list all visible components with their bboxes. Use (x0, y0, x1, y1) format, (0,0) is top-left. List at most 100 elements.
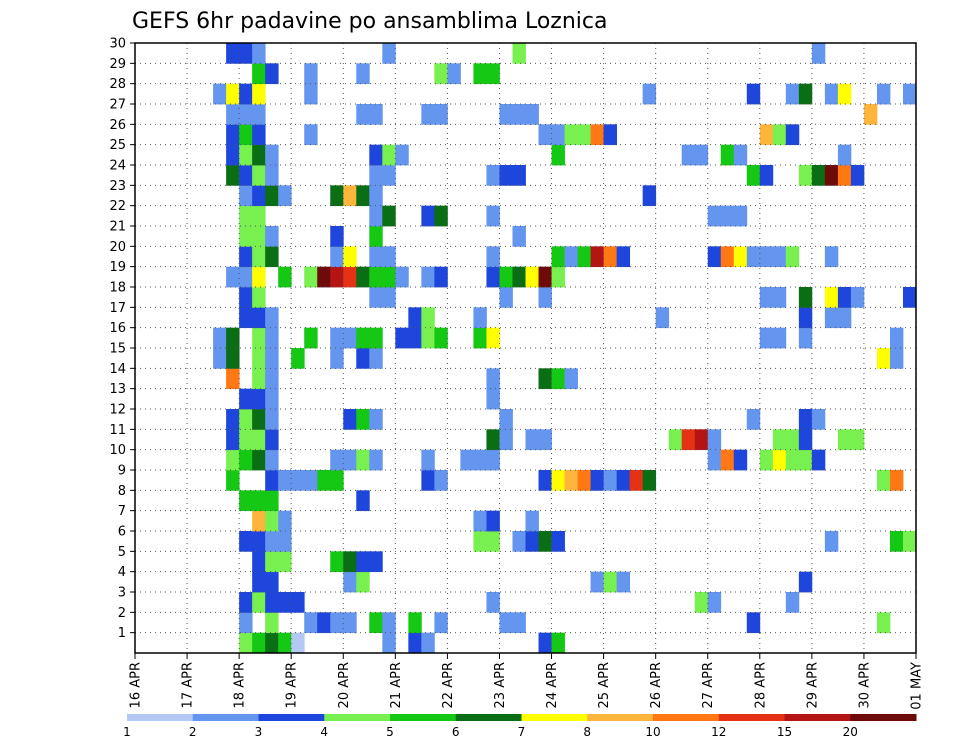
heatmap-cell (408, 327, 422, 349)
heatmap-cell (330, 246, 344, 268)
y-tick-label: 12 (109, 403, 126, 418)
heatmap-cell (798, 409, 813, 430)
heatmap-cell (343, 449, 357, 471)
heatmap-cell (486, 246, 500, 268)
heatmap-cell (239, 124, 253, 146)
heatmap-cell (434, 470, 448, 491)
heatmap-cell (616, 246, 631, 268)
colorbar-swatch (850, 714, 917, 721)
heatmap-cell (369, 165, 383, 186)
heatmap-cell (772, 287, 787, 308)
heatmap-cell (239, 449, 253, 471)
y-tick-label: 14 (109, 362, 126, 377)
heatmap-cell (252, 388, 266, 410)
y-tick-label: 13 (109, 382, 126, 397)
heatmap-cell (369, 104, 383, 125)
heatmap-cell (486, 368, 500, 390)
colorbar-label: 10 (645, 725, 660, 739)
heatmap-cell (486, 531, 500, 552)
heatmap-cell (473, 531, 487, 552)
heatmap-cell (577, 470, 591, 491)
heatmap-cell (226, 409, 240, 430)
heatmap-cell (356, 409, 370, 430)
heatmap-cell (213, 327, 227, 349)
heatmap-cell (252, 266, 266, 288)
heatmap-cell (759, 327, 774, 349)
heatmap-cell (226, 266, 240, 288)
heatmap-cell (512, 266, 526, 288)
y-tick-label: 20 (109, 240, 126, 255)
heatmap-cell (343, 571, 357, 593)
heatmap-cell (590, 571, 604, 593)
y-tick-label: 23 (109, 179, 126, 194)
heatmap-cell (226, 327, 240, 349)
x-tick-label: 18 APR (233, 662, 248, 708)
heatmap-cell (889, 348, 904, 369)
y-tick-label: 25 (109, 138, 126, 153)
heatmap-cell (265, 551, 279, 573)
heatmap-cell (252, 327, 266, 349)
heatmap-cell (239, 266, 253, 288)
heatmap-cell (746, 246, 761, 268)
heatmap-cell (356, 327, 370, 349)
heatmap-cell (382, 612, 396, 634)
heatmap-cell (265, 63, 279, 85)
heatmap-cell (512, 104, 526, 125)
heatmap-cell (590, 124, 604, 146)
heatmap-cell (252, 124, 266, 146)
colorbar-swatch (127, 714, 194, 721)
heatmap-cell (811, 43, 826, 64)
heatmap-cell (824, 165, 839, 186)
heatmap-cell (421, 327, 435, 349)
y-tick-label: 7 (118, 504, 126, 519)
heatmap-cell (785, 592, 800, 613)
colorbar-swatch (324, 714, 391, 721)
heatmap-cell (343, 246, 357, 268)
heatmap-cell (421, 632, 435, 654)
heatmap-cell (252, 185, 266, 207)
heatmap-cell (577, 246, 591, 268)
colorbar-label: 3 (255, 725, 263, 739)
heatmap-cell (850, 429, 865, 451)
heatmap-cell (824, 307, 839, 329)
heatmap-cell (759, 124, 774, 146)
heatmap-cell (798, 429, 813, 451)
heatmap-cell (785, 83, 800, 105)
heatmap-cell (811, 165, 826, 186)
heatmap-cell (395, 266, 409, 288)
heatmap-cell (538, 287, 552, 308)
heatmap-cell (603, 571, 618, 593)
y-tick-label: 18 (109, 281, 126, 296)
heatmap-cell (343, 551, 357, 573)
y-tick-label: 26 (109, 118, 126, 133)
heatmap-cell (304, 266, 318, 288)
heatmap-cell (239, 409, 253, 430)
heatmap-cell (434, 104, 448, 125)
colorbar-label: 12 (711, 725, 726, 739)
y-tick-label: 16 (109, 321, 126, 336)
heatmap-cell (811, 409, 826, 430)
heatmap-cell (239, 205, 253, 227)
heatmap-cell (551, 124, 565, 146)
heatmap-cell (239, 632, 253, 654)
heatmap-cell (408, 307, 422, 329)
heatmap-cell (265, 470, 279, 491)
x-tick-label: 20 APR (337, 662, 352, 708)
heatmap-cell (785, 449, 800, 471)
heatmap-cell (239, 388, 253, 410)
heatmap-cell (343, 185, 357, 207)
y-tick-label: 27 (109, 98, 126, 113)
heatmap-cell (239, 43, 253, 64)
heatmap-cell (746, 83, 761, 105)
heatmap-cell (252, 144, 266, 166)
heatmap-cell (356, 571, 370, 593)
heatmap-cell (265, 246, 279, 268)
heatmap-cell (538, 266, 552, 288)
heatmap-cell (564, 368, 578, 390)
heatmap-cell (265, 348, 279, 369)
heatmap-cell (434, 266, 448, 288)
heatmap-cell (733, 449, 748, 471)
colorbar-swatch (390, 714, 457, 721)
heatmap-cell (330, 449, 344, 471)
heatmap-cell (226, 449, 240, 471)
